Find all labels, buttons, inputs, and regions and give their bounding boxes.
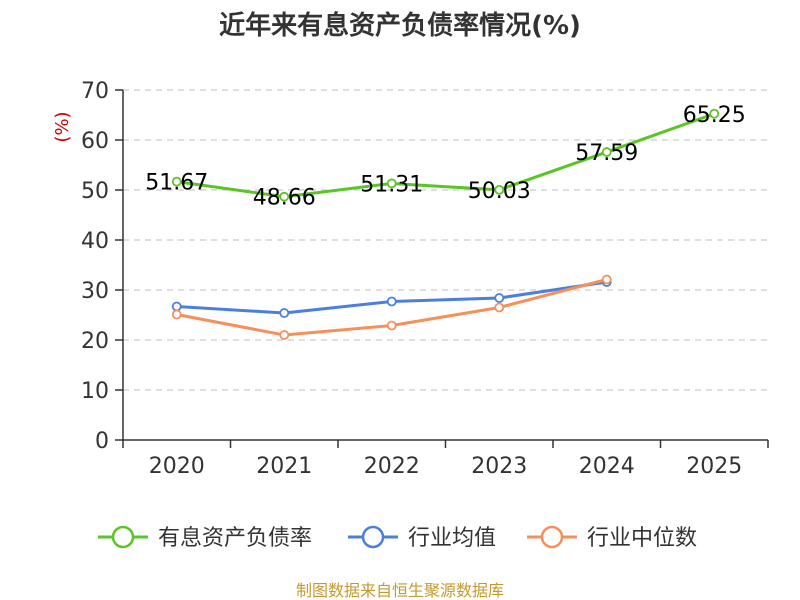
data-point — [386, 296, 397, 307]
legend-label: 有息资产负债率 — [158, 526, 312, 551]
data-label: 57.59 — [575, 141, 638, 166]
y-tick-label: 10 — [81, 379, 109, 404]
data-point — [279, 191, 290, 202]
x-tick-label: 2023 — [471, 454, 527, 479]
x-tick-label: 2025 — [686, 454, 742, 479]
data-label: 48.66 — [253, 186, 316, 211]
x-tick-label: 2022 — [364, 454, 420, 479]
legend-label: 行业均值 — [408, 526, 496, 551]
source-note: 制图数据来自恒生聚源数据库 — [296, 581, 504, 600]
x-tick-label: 2021 — [256, 454, 312, 479]
axes: 0 10 20 30 40 50 60 70 2020 2021 2022 2023 2024 2025 — [81, 79, 769, 479]
y-tick-label: 20 — [81, 329, 109, 354]
data-point — [171, 176, 182, 187]
legend-marker — [361, 525, 385, 549]
series-line-1 — [176, 112, 715, 199]
data-point — [279, 308, 290, 318]
data-label: 51.67 — [145, 171, 208, 196]
y-tick-label: 50 — [81, 179, 109, 204]
series-layer — [171, 108, 720, 340]
data-point — [601, 147, 612, 157]
data-label: 51.31 — [360, 172, 423, 197]
data-point — [494, 184, 505, 195]
x-tick-label: 2020 — [149, 454, 205, 479]
chart-title: 近年来有息资产负债率情况(%) — [219, 10, 581, 41]
data-point — [494, 302, 505, 313]
y-axis-label: (%) — [52, 111, 73, 142]
data-point — [386, 320, 397, 331]
legend-marker — [540, 525, 564, 549]
data-point — [171, 309, 182, 320]
y-tick-label: 70 — [81, 79, 109, 104]
data-point — [709, 108, 720, 119]
data-label: 50.03 — [468, 179, 531, 204]
legend-label: 行业中位数 — [587, 526, 697, 551]
data-label: 65.25 — [683, 103, 746, 128]
y-tick-label: 60 — [81, 129, 109, 154]
x-tick-label: 2024 — [579, 454, 635, 479]
data-labels: 51.67 48.66 51.31 50.03 57.59 65.25 — [145, 103, 745, 211]
y-tick-label: 0 — [95, 429, 109, 454]
data-point — [279, 330, 290, 340]
data-point — [494, 293, 505, 303]
data-point — [601, 274, 612, 285]
legend: 有息资产负债率 行业均值 行业中位数 — [98, 525, 697, 551]
data-point — [171, 301, 182, 312]
y-tick-label: 40 — [81, 229, 109, 254]
data-point — [386, 178, 397, 189]
legend-marker — [111, 525, 135, 549]
y-tick-label: 30 — [81, 279, 109, 304]
gridlines — [123, 89, 768, 391]
